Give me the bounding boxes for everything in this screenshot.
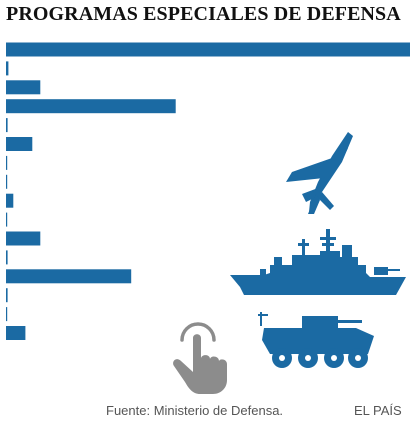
bar — [6, 307, 8, 322]
bar — [6, 155, 8, 170]
source-note: Fuente: Ministerio de Defensa. — [106, 403, 284, 418]
fighter-jet-icon — [286, 132, 353, 214]
chart-title: PROGRAMAS ESPECIALES DE DEFENSA — [6, 3, 401, 25]
bar — [6, 269, 132, 284]
bar — [6, 231, 41, 246]
bar — [6, 80, 41, 95]
armored-vehicle-icon — [258, 312, 374, 368]
credit-label: EL PAÍS — [354, 403, 402, 418]
warship-icon — [230, 229, 406, 295]
bar — [6, 61, 9, 76]
bar — [6, 250, 8, 265]
bar — [6, 212, 8, 227]
bar — [6, 118, 8, 133]
bar — [6, 193, 14, 208]
bar — [6, 326, 26, 340]
touch-hand-icon — [173, 322, 227, 394]
bar — [6, 174, 8, 189]
bar — [6, 99, 176, 114]
bar — [6, 42, 410, 57]
bar — [6, 288, 8, 303]
bar — [6, 137, 33, 151]
